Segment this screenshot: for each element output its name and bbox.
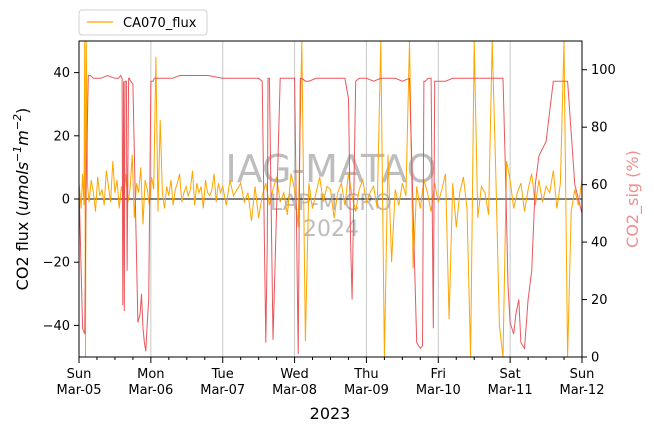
x-tick-label-day: Sat (499, 367, 520, 382)
y-right-axis-ticks: 0 20 40 60 80 100 (582, 63, 616, 366)
x-tick-label-day: Wed (280, 367, 308, 382)
watermark: IAG-MATAO LAP-MICRO 2024 (225, 147, 436, 242)
watermark-line1: IAG-MATAO (225, 147, 436, 191)
y-right-tick-label: 100 (591, 63, 616, 78)
y-left-label-m: m (13, 130, 32, 146)
x-tick-label-date: Mar-06 (128, 383, 173, 398)
y-left-tick-label: 40 (53, 66, 70, 81)
x-axis-ticks: SunMar-05MonMar-06TueMar-07WedMar-08ThuM… (57, 357, 605, 398)
x-tick-label-date: Mar-07 (200, 383, 245, 398)
y-right-axis-title: CO2_sig (%) (623, 150, 643, 248)
y-left-label-sup2: −2 (11, 114, 24, 130)
x-tick-label-day: Thu (353, 367, 378, 382)
x-tick-label-date: Mar-11 (488, 383, 533, 398)
y-left-tick-label: 20 (53, 129, 70, 144)
y-right-tick-label: 40 (591, 236, 608, 251)
x-tick-label-date: Mar-05 (57, 383, 102, 398)
x-tick-label-day: Mon (137, 367, 164, 382)
legend: CA070_flux (78, 9, 208, 36)
legend-label-ca070-flux: CA070_flux (123, 16, 197, 31)
x-tick-label-date: Mar-08 (272, 383, 317, 398)
y-left-tick-label: −20 (43, 256, 70, 271)
legend-box (78, 9, 208, 36)
y-left-label-close: ) (13, 108, 32, 114)
series-line-ca070-flux (79, 41, 582, 357)
x-tick-label-day: Tue (211, 367, 234, 382)
y-left-label-plain: CO2 flux ( (13, 210, 32, 290)
y-left-axis-ticks: −40 −20 0 20 40 (43, 66, 79, 334)
y-left-tick-label: −40 (43, 319, 70, 334)
x-tick-label-day: Sun (67, 367, 92, 382)
x-tick-label-date: Mar-10 (416, 383, 461, 398)
x-axis-title: 2023 (310, 404, 351, 423)
y-right-tick-label: 0 (591, 351, 599, 366)
y-left-axis-title: CO2 flux (umols−1m−2) (11, 108, 32, 291)
x-tick-label-day: Fri (431, 367, 447, 382)
y-left-label-unit: umols (13, 162, 32, 210)
x-tick-label-date: Mar-12 (560, 383, 605, 398)
watermark-line3: 2024 (303, 217, 359, 242)
y-right-tick-label: 20 (591, 293, 608, 308)
x-tick-label-date: Mar-09 (344, 383, 389, 398)
y-right-tick-label: 60 (591, 178, 608, 193)
y-left-tick-label: 0 (62, 193, 70, 208)
y-right-tick-label: 80 (591, 121, 608, 136)
x-tick-label-day: Sun (570, 367, 595, 382)
series-line-co2-sig (79, 74, 582, 355)
y-left-label-sup1: −1 (11, 146, 24, 162)
